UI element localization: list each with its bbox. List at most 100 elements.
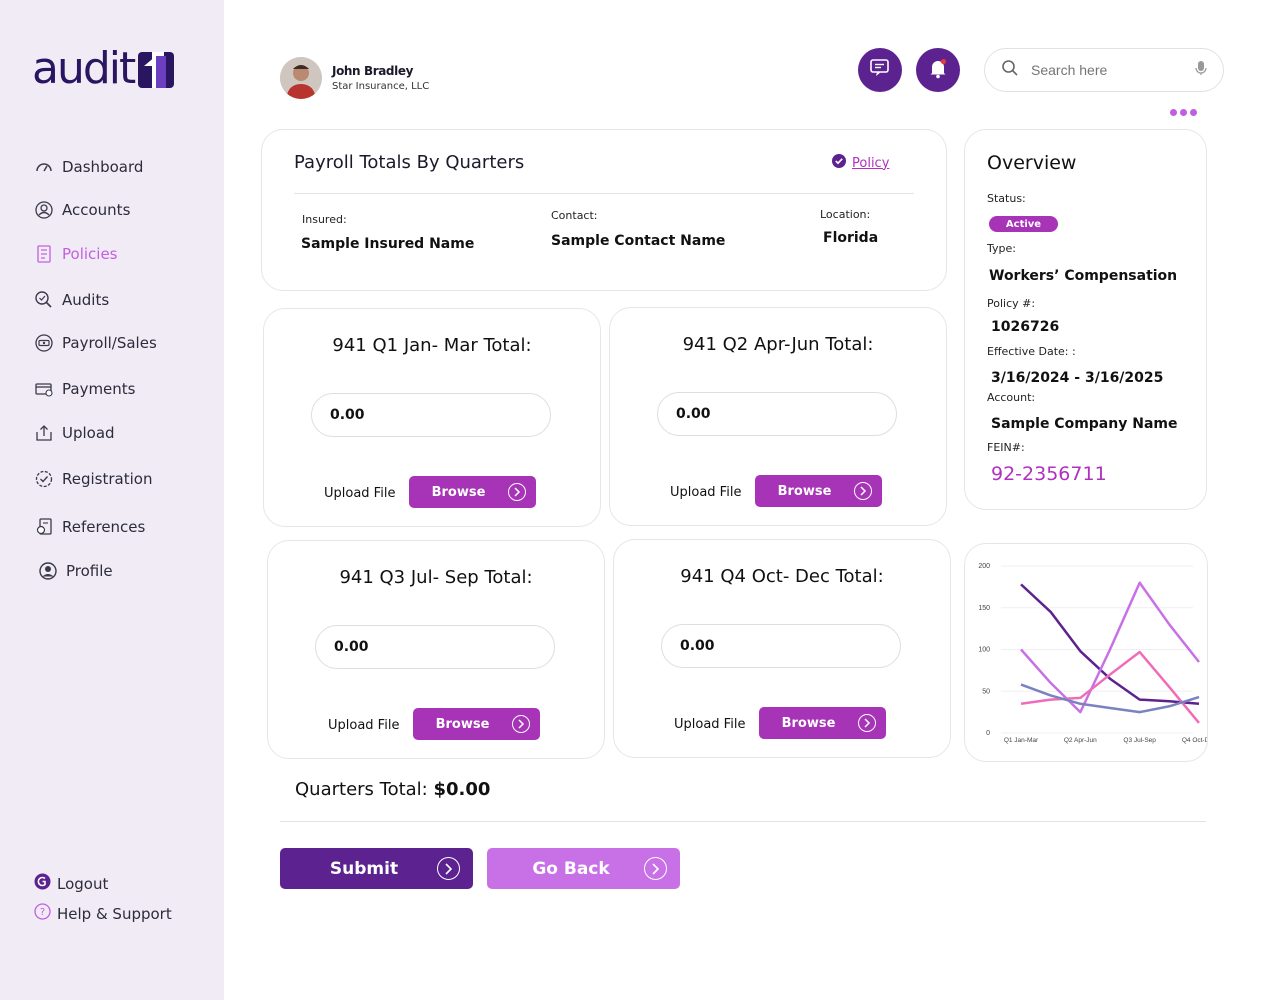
contact-value: Sample Contact Name [551, 233, 726, 249]
card-icon [34, 379, 54, 399]
sidebar-item-audits[interactable]: Audits [34, 290, 109, 310]
series-line-4 [1020, 683, 1200, 714]
sidebar-item-payments[interactable]: Payments [34, 379, 135, 399]
divider [280, 821, 1206, 822]
status-badge: Active [989, 216, 1058, 232]
sidebar-item-policies[interactable]: Policies [34, 244, 117, 264]
y-tick-label: 200 [978, 563, 990, 570]
submit-label: Submit [329, 858, 399, 879]
contact-label: Contact: [551, 209, 598, 222]
account-label: Account: [987, 391, 1036, 404]
policy-link[interactable]: Policy [832, 154, 889, 172]
check-circle-icon [832, 154, 846, 172]
browse-button[interactable]: Browse [409, 476, 536, 508]
quarter-total-input[interactable] [657, 392, 897, 436]
help-support-link[interactable]: ? Help & Support [34, 903, 214, 924]
browse-label: Browse [435, 716, 490, 732]
go-back-label: Go Back [532, 858, 610, 879]
quarter-card-q1: 941 Q1 Jan- Mar Total: Upload File Brows… [263, 308, 601, 527]
quarter-total-input[interactable] [315, 625, 555, 669]
submit-button[interactable]: Submit [280, 848, 473, 889]
sidebar-item-payroll-sales[interactable]: Payroll/Sales [34, 333, 157, 353]
quarter-title: 941 Q2 Apr-Jun Total: [682, 334, 874, 355]
quarters-total-value: $0.00 [433, 779, 491, 800]
x-tick-label: Q3 Jul-Sep [1123, 737, 1156, 744]
logout-link[interactable]: Logout [34, 873, 214, 894]
x-tick-label: Q2 Apr-Jun [1064, 737, 1097, 744]
sidebar-item-profile[interactable]: Profile [38, 561, 113, 581]
logo-text: audit [32, 43, 136, 94]
effective-date-value: 3/16/2024 - 3/16/2025 [991, 370, 1164, 386]
user-circle-icon [34, 200, 54, 220]
sidebar-item-label: Dashboard [62, 158, 144, 176]
arrow-right-icon [508, 483, 526, 501]
sidebar-item-accounts[interactable]: Accounts [34, 200, 130, 220]
quarter-card-q2: 941 Q2 Apr-Jun Total: Upload File Browse [609, 307, 947, 526]
insured-label: Insured: [302, 213, 347, 226]
sidebar-item-dashboard[interactable]: Dashboard [34, 157, 143, 177]
sidebar-item-label: Policies [62, 245, 118, 263]
user-company: Star Insurance, LLC [332, 81, 430, 92]
gauge-icon [34, 157, 54, 177]
browse-button[interactable]: Browse [413, 708, 540, 740]
logo-mark-icon [136, 48, 176, 90]
messages-button[interactable] [858, 48, 902, 92]
quarter-total-input[interactable] [311, 393, 551, 437]
location-label: Location: [820, 208, 871, 221]
quarter-total-input[interactable] [661, 624, 901, 668]
microphone-icon[interactable] [1195, 60, 1207, 80]
badge-check-icon [34, 469, 54, 489]
overview-title: Overview [987, 152, 1077, 174]
policy-link-label: Policy [852, 155, 890, 171]
policy-doc-icon [34, 244, 54, 264]
sidebar-item-registration[interactable]: Registration [34, 469, 152, 489]
cash-icon [34, 333, 54, 353]
magnify-check-icon [34, 290, 54, 310]
sidebar-item-label: Accounts [62, 201, 131, 219]
upload-file-label: Upload File [670, 485, 742, 500]
y-tick-label: 100 [978, 647, 990, 654]
y-tick-label: 50 [982, 688, 990, 695]
upload-file-label: Upload File [328, 718, 400, 733]
search-bar[interactable] [984, 48, 1224, 92]
sidebar-item-label: Upload [62, 424, 115, 442]
fein-value: 92-2356711 [991, 463, 1107, 485]
sidebar-item-references[interactable]: References [34, 517, 145, 537]
logout-icon [34, 873, 51, 894]
user-name: John Bradley [332, 64, 413, 78]
more-options-icon[interactable] [1170, 109, 1197, 116]
notifications-button[interactable] [916, 48, 960, 92]
divider [294, 193, 914, 194]
chart-card: 0 50 100 150 200 Q1 Jan-Mar Q2 Apr-Jun Q3 Jul-S… [964, 543, 1217, 762]
help-icon: ? [34, 903, 51, 924]
svg-text:?: ? [40, 907, 45, 918]
upload-icon [34, 423, 54, 443]
arrow-right-icon [437, 857, 460, 880]
browse-button[interactable]: Browse [755, 475, 882, 507]
policy-number-value: 1026726 [991, 319, 1060, 335]
sidebar-item-label: Audits [62, 291, 110, 309]
profile-icon [38, 561, 58, 581]
y-tick-label: 0 [986, 730, 990, 737]
search-icon [1001, 59, 1019, 81]
arrow-right-icon [858, 714, 876, 732]
type-label: Type: [987, 242, 1016, 255]
arrow-right-icon [854, 482, 872, 500]
user-profile[interactable]: John Bradley Star Insurance, LLC [280, 57, 429, 99]
sidebar-item-label: Profile [66, 562, 113, 580]
fein-label: FEIN#: [987, 441, 1025, 454]
overview-card: Overview Status: Active Type: Workers’ C… [964, 129, 1207, 510]
sidebar-item-upload[interactable]: Upload [34, 423, 115, 443]
search-input[interactable] [1031, 62, 1171, 78]
browse-button[interactable]: Browse [759, 707, 886, 739]
app-logo[interactable]: audit [32, 44, 176, 94]
quarters-total: Quarters Total: $0.00 [295, 779, 490, 800]
quarter-title: 941 Q4 Oct- Dec Total: [680, 566, 884, 587]
insured-value: Sample Insured Name [301, 236, 475, 252]
upload-file-label: Upload File [674, 717, 746, 732]
go-back-button[interactable]: Go Back [487, 848, 680, 889]
policy-number-label: Policy #: [987, 297, 1036, 310]
account-value: Sample Company Name [991, 416, 1178, 432]
avatar [280, 57, 322, 99]
quarter-title: 941 Q3 Jul- Sep Total: [339, 567, 533, 588]
